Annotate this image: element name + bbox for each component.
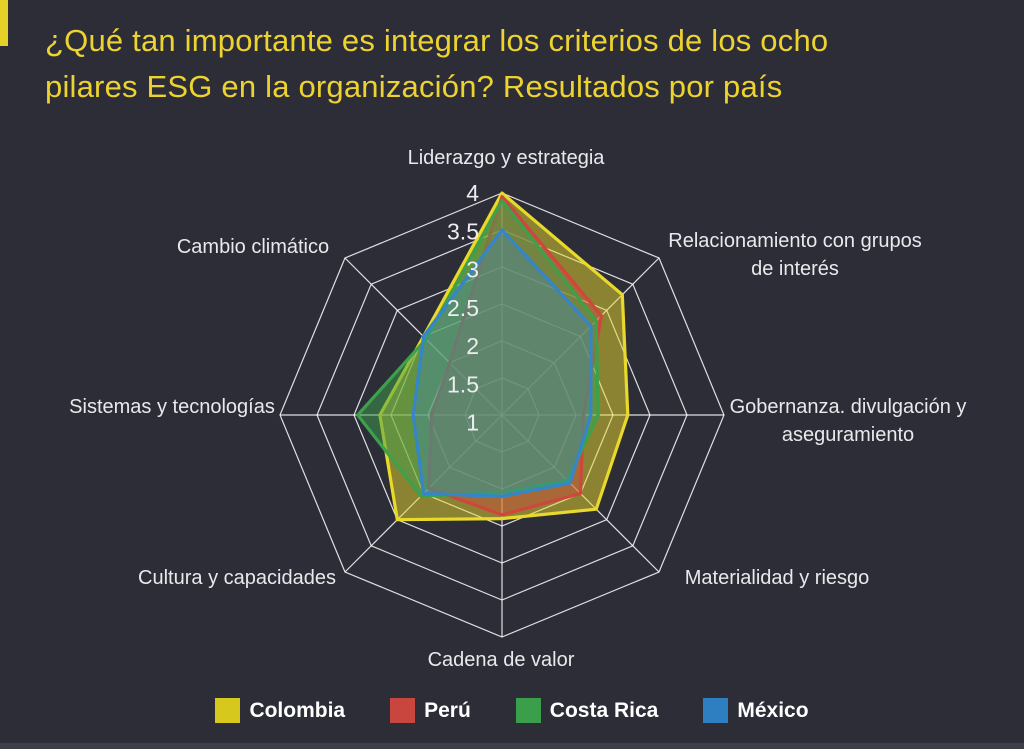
legend-label: México — [737, 698, 809, 722]
chart-title-line1: ¿Qué tan importante es integrar los crit… — [45, 23, 829, 58]
legend-swatch-icon — [215, 698, 241, 723]
axis-label-0: Liderazgo y estrategia — [407, 147, 605, 169]
legend-label: Colombia — [249, 698, 346, 722]
legend-item-colombia: Colombia — [215, 698, 345, 723]
legend-item-mxico: México — [703, 698, 809, 723]
scale-tick-4: 4 — [466, 180, 479, 206]
legend-swatch-icon — [515, 698, 541, 723]
chart-title: ¿Qué tan importante es integrar los crit… — [45, 18, 995, 110]
scale-tick-3: 3 — [466, 257, 479, 283]
radar-series — [356, 191, 630, 522]
legend-swatch-icon — [390, 698, 416, 723]
legend-label: Perú — [424, 698, 471, 722]
chart-legend: Colombia Perú Costa Rica México — [0, 698, 1024, 723]
legend-item-per: Perú — [390, 698, 471, 723]
scale-tick-2.5: 2.5 — [447, 295, 479, 321]
legend-item-costarica: Costa Rica — [515, 698, 659, 723]
axis-label-7: Cambio climático — [176, 236, 330, 258]
axis-label-4: Cadena de valor — [427, 649, 575, 671]
chart-title-line2: pilares ESG en la organización? Resultad… — [45, 69, 783, 104]
scale-tick-2: 2 — [466, 333, 479, 359]
bottom-edge-strip — [0, 743, 1024, 749]
radar-scale-ticks: 4 3.5 3 2.5 2 1.5 1 — [447, 180, 479, 436]
axis-label-2: Gobernanza. divulgación y aseguramiento — [729, 396, 967, 446]
scale-tick-3.5: 3.5 — [447, 218, 479, 244]
axis-label-1: Relacionamiento con grupos de interés — [668, 230, 922, 280]
axis-label-6: Sistemas y tecnologías — [69, 396, 275, 418]
series-costarica — [356, 198, 600, 498]
axis-label-5: Cultura y capacidades — [138, 567, 336, 589]
series-mxico — [411, 228, 593, 498]
axis-label-3: Materialidad y riesgo — [684, 567, 870, 589]
scale-tick-1.5: 1.5 — [447, 371, 479, 397]
legend-label: Costa Rica — [549, 698, 659, 722]
scale-tick-1: 1 — [466, 410, 479, 436]
legend-swatch-icon — [703, 698, 729, 723]
corner-accent-bar — [0, 0, 8, 46]
